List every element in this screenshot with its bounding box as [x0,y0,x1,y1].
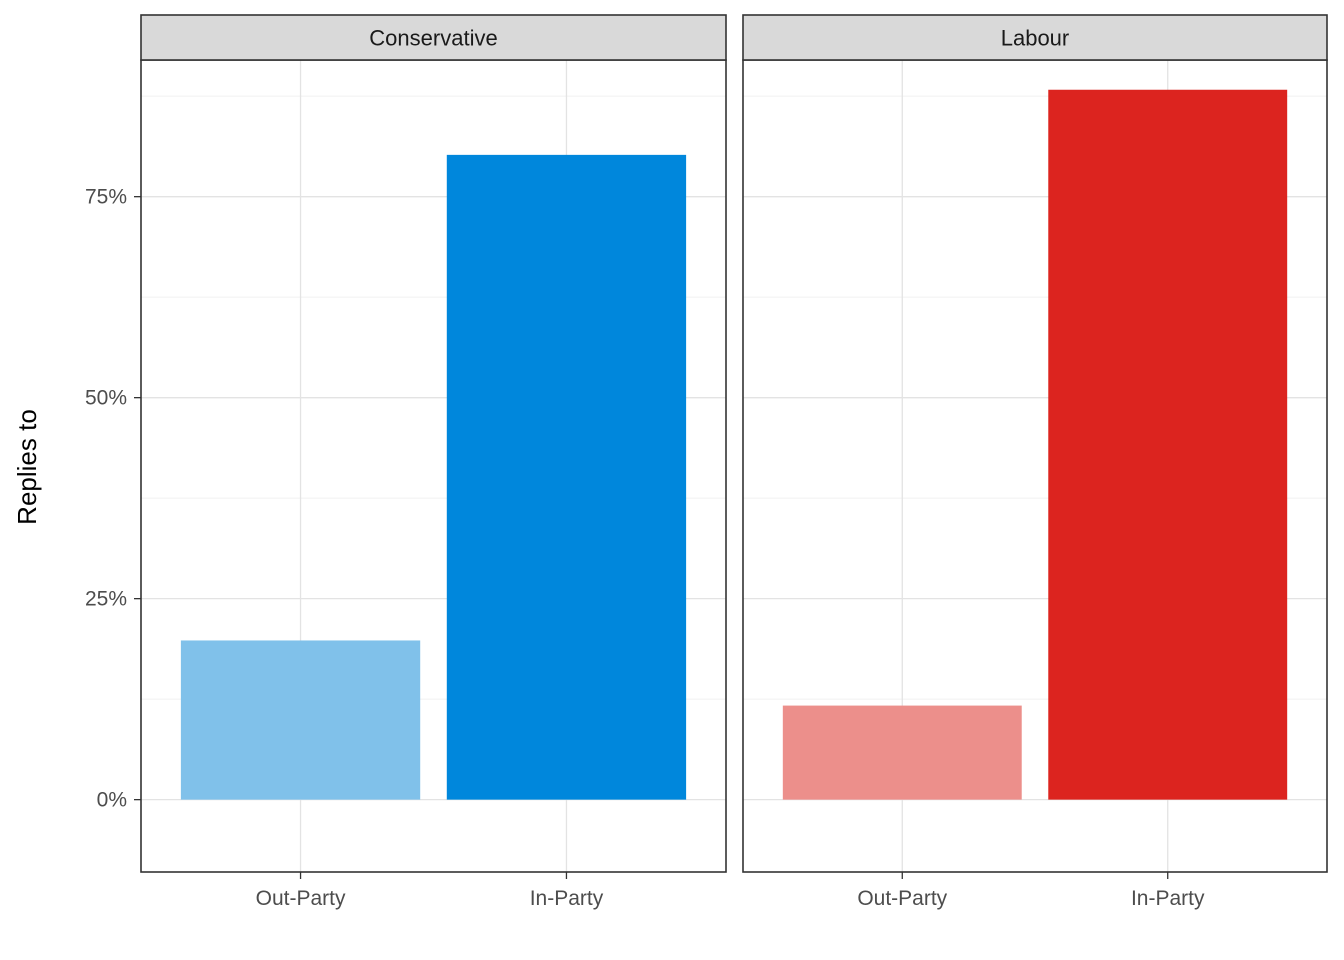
bar-conservative-in-party [446,154,687,800]
facet-panel-labour: Labour Out-Party In-Party [742,14,1328,910]
bar-labour-out-party [782,705,1022,800]
facet-strip [140,14,727,61]
facet-title: Conservative [369,26,497,51]
y-axis-title: Replies to [12,409,42,525]
facet-strip [742,14,1328,61]
y-tick-label: 0% [97,789,127,812]
y-tick-label: 75% [85,186,127,209]
x-tick-label: Out-Party [857,887,947,910]
y-axis: 0% 25% 50% 75% [85,186,141,812]
x-tick-label: Out-Party [256,887,346,910]
bar-conservative-out-party [180,640,421,800]
facet-title: Labour [1001,26,1070,51]
facets: Conservative Out-Party In-Party Labour Out-P… [140,14,1328,910]
y-tick-label: 50% [85,387,127,410]
y-tick-label: 25% [85,588,127,611]
facet-panel-conservative: Conservative Out-Party In-Party [140,14,727,910]
x-tick-label: In-Party [530,887,604,910]
bar-labour-in-party [1048,89,1288,800]
x-tick-label: In-Party [1131,887,1205,910]
